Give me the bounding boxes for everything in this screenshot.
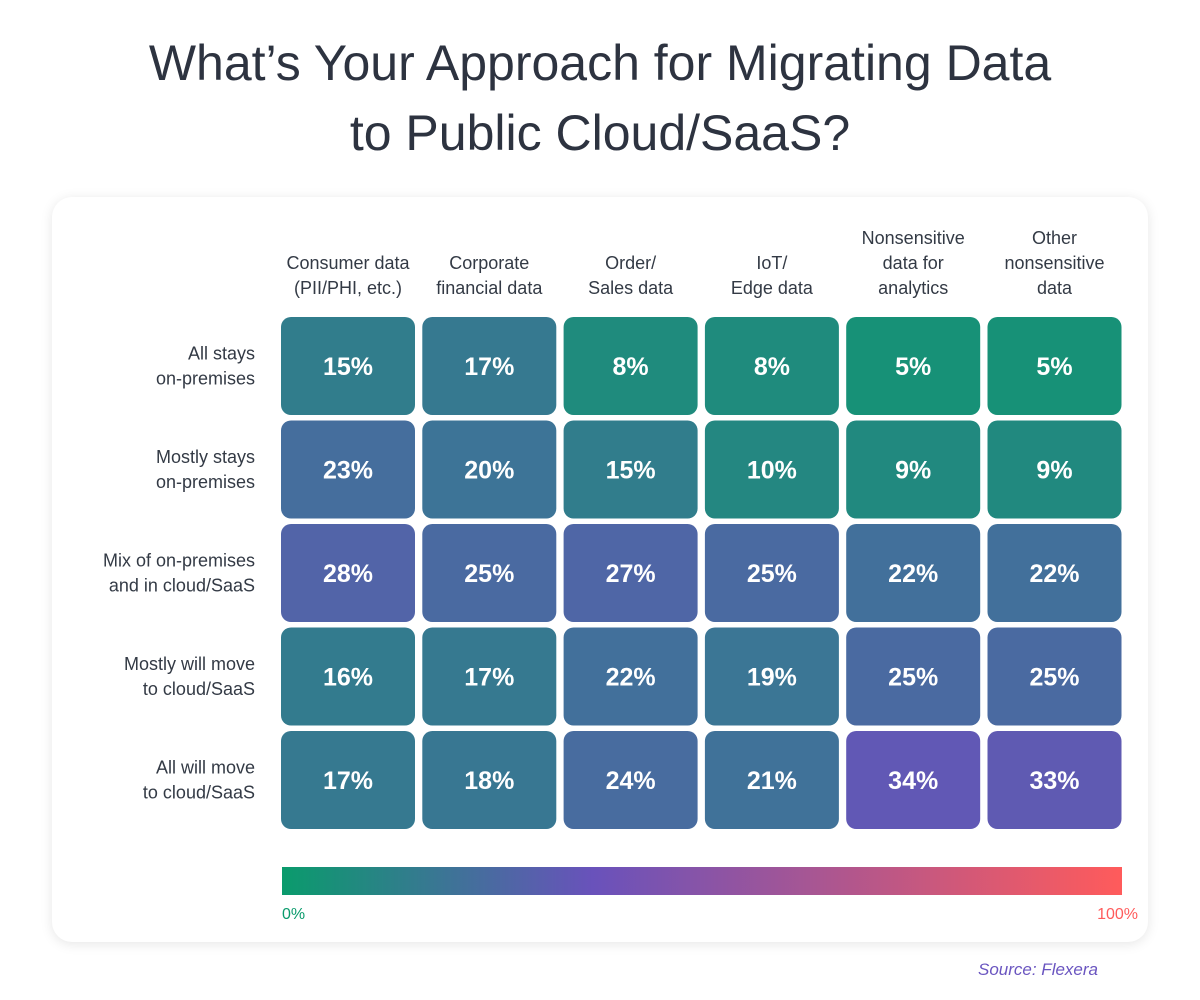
cell-value: 22% bbox=[606, 664, 656, 692]
cell-value: 23% bbox=[323, 457, 373, 485]
row-label: Mostly will move bbox=[124, 654, 255, 674]
heatmap-cell bbox=[422, 317, 557, 415]
color-scale-min-label: 0% bbox=[282, 906, 305, 923]
column-header: financial data bbox=[436, 278, 543, 298]
cell-value: 25% bbox=[888, 664, 938, 692]
row-label: on-premises bbox=[156, 369, 255, 389]
heatmap-cell bbox=[987, 420, 1122, 519]
heatmap-cell bbox=[563, 317, 698, 415]
heatmap-cell bbox=[846, 524, 981, 622]
row-label: Mostly stays bbox=[156, 447, 255, 467]
cell-value: 5% bbox=[1036, 353, 1072, 381]
cell-value: 8% bbox=[754, 353, 790, 381]
column-header: Order/ bbox=[605, 253, 656, 273]
color-scale-bar bbox=[282, 867, 1122, 895]
heatmap-cell bbox=[422, 524, 557, 622]
row-label: and in cloud/SaaS bbox=[109, 576, 255, 596]
column-header: Corporate bbox=[449, 253, 529, 273]
column-header: IoT/ bbox=[756, 253, 787, 273]
cell-value: 19% bbox=[747, 664, 797, 692]
row-label: All will move bbox=[156, 758, 255, 778]
column-header: Sales data bbox=[588, 278, 674, 298]
heatmap-cell bbox=[563, 731, 698, 829]
cell-value: 15% bbox=[323, 353, 373, 381]
heatmap-cell bbox=[987, 627, 1122, 726]
heatmap-cell bbox=[987, 731, 1122, 829]
color-scale-max-label: 100% bbox=[1097, 906, 1138, 923]
heatmap-cell bbox=[846, 627, 981, 726]
cell-value: 28% bbox=[323, 560, 373, 588]
chart-card: Consumer data (PII/PHI, etc.) Corporate fin… bbox=[52, 197, 1148, 942]
heatmap-cell bbox=[563, 420, 698, 519]
heatmap-cell bbox=[281, 317, 415, 415]
heatmap-cell bbox=[846, 731, 981, 829]
heatmap-cell bbox=[563, 524, 698, 622]
heatmap-cell bbox=[563, 627, 698, 726]
row-label: All stays bbox=[188, 344, 255, 364]
cell-value: 9% bbox=[895, 457, 931, 485]
column-header: Nonsensitive bbox=[862, 228, 965, 248]
cell-value: 34% bbox=[888, 767, 938, 795]
heatmap-cell bbox=[281, 420, 415, 519]
heatmap-cell bbox=[704, 627, 839, 726]
cell-value: 17% bbox=[464, 664, 514, 692]
cell-value: 24% bbox=[606, 767, 656, 795]
heatmap-cell bbox=[704, 524, 839, 622]
cell-value: 21% bbox=[747, 767, 797, 795]
cell-value: 17% bbox=[464, 353, 514, 381]
row-label: to cloud/SaaS bbox=[143, 679, 255, 699]
column-header: Other bbox=[1032, 228, 1077, 248]
heatmap-cell bbox=[704, 731, 839, 829]
title-line-2: to Public Cloud/SaaS? bbox=[349, 105, 851, 161]
column-header: data bbox=[1037, 278, 1073, 298]
cell-value: 27% bbox=[606, 560, 656, 588]
heatmap-cell bbox=[704, 317, 839, 415]
cell-value: 15% bbox=[606, 457, 656, 485]
column-header: nonsensitive bbox=[1004, 253, 1104, 273]
cell-value: 20% bbox=[464, 457, 514, 485]
cell-value: 33% bbox=[1029, 767, 1079, 795]
column-header: Consumer data bbox=[286, 253, 410, 273]
cell-value: 25% bbox=[1029, 664, 1079, 692]
cell-value: 10% bbox=[747, 457, 797, 485]
heatmap-cell bbox=[987, 524, 1122, 622]
source-label: Source: Flexera bbox=[978, 960, 1098, 979]
heatmap-chart: Consumer data (PII/PHI, etc.) Corporate fin… bbox=[103, 228, 1138, 923]
cell-value: 25% bbox=[464, 560, 514, 588]
heatmap-cell bbox=[422, 731, 557, 829]
heatmap-cell bbox=[846, 420, 981, 519]
row-label: on-premises bbox=[156, 472, 255, 492]
column-header: analytics bbox=[878, 278, 948, 298]
cell-value: 22% bbox=[1029, 560, 1079, 588]
cell-value: 22% bbox=[888, 560, 938, 588]
heatmap-cell bbox=[846, 317, 981, 415]
heatmap-cell bbox=[422, 627, 557, 726]
heatmap-cell bbox=[704, 420, 839, 519]
cell-value: 5% bbox=[895, 353, 931, 381]
row-label: Mix of on-premises bbox=[103, 551, 255, 571]
cell-value: 16% bbox=[323, 664, 373, 692]
heatmap-cell bbox=[422, 420, 557, 519]
cell-value: 9% bbox=[1036, 457, 1072, 485]
cell-value: 25% bbox=[747, 560, 797, 588]
heatmap-cell bbox=[281, 524, 415, 622]
heatmap-cell bbox=[281, 627, 415, 726]
column-header: data for bbox=[883, 253, 944, 273]
row-label: to cloud/SaaS bbox=[143, 783, 255, 803]
heatmap-cell bbox=[281, 731, 415, 829]
cell-value: 8% bbox=[613, 353, 649, 381]
chart-title: What’s Your Approach for Migrating Data … bbox=[0, 28, 1200, 168]
heatmap-cell bbox=[987, 317, 1122, 415]
cell-value: 17% bbox=[323, 767, 373, 795]
column-header: (PII/PHI, etc.) bbox=[294, 278, 402, 298]
title-line-1: What’s Your Approach for Migrating Data bbox=[148, 35, 1052, 91]
column-header: Edge data bbox=[731, 278, 814, 298]
cell-value: 18% bbox=[464, 767, 514, 795]
